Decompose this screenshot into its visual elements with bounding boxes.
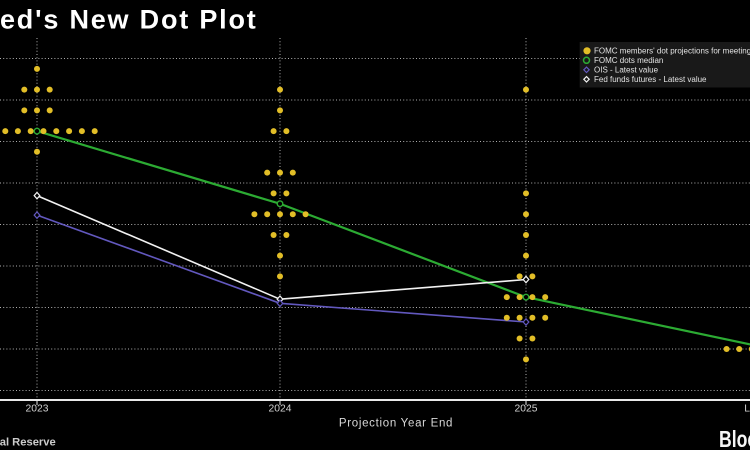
svg-text:Fed's New Dot Plot: Fed's New Dot Plot <box>0 5 258 35</box>
svg-text:OIS - Latest value: OIS - Latest value <box>594 66 659 75</box>
svg-text:2023: 2023 <box>26 404 49 415</box>
svg-text:2024: 2024 <box>269 404 292 415</box>
svg-text:Fed funds futures - Latest val: Fed funds futures - Latest value <box>594 75 707 84</box>
svg-text:Longer term: Longer term <box>744 404 750 415</box>
svg-text:Projection Year End: Projection Year End <box>339 418 453 430</box>
svg-text:Source: Federal Reserve: Source: Federal Reserve <box>0 437 56 449</box>
svg-text:2025: 2025 <box>515 404 538 415</box>
svg-text:FOMC dots median: FOMC dots median <box>594 56 663 65</box>
svg-text:Bloomberg: Bloomberg <box>719 427 750 450</box>
svg-text:FOMC members' dot projections: FOMC members' dot projections for meetin… <box>594 47 750 56</box>
